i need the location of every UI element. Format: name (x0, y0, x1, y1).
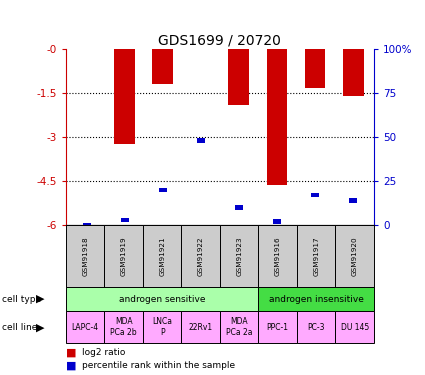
Bar (121, 217, 129, 222)
Bar (235, 205, 243, 210)
Text: cell line: cell line (2, 322, 37, 332)
Text: PPC-1: PPC-1 (267, 322, 289, 332)
Text: GSM91921: GSM91921 (159, 236, 165, 276)
Bar (66, 225, 105, 287)
Text: ■: ■ (66, 361, 76, 371)
Bar (105, 311, 143, 343)
Text: percentile rank within the sample: percentile rank within the sample (82, 362, 235, 370)
Text: MDA
PCa 2b: MDA PCa 2b (110, 318, 137, 337)
Text: 22Rv1: 22Rv1 (189, 322, 213, 332)
Text: GSM91922: GSM91922 (198, 236, 204, 276)
Text: ▶: ▶ (36, 322, 45, 332)
Bar (335, 311, 374, 343)
Text: cell type: cell type (2, 295, 41, 304)
Bar (349, 198, 357, 202)
Text: GSM91917: GSM91917 (313, 236, 319, 276)
Bar (159, 188, 167, 192)
Bar (66, 311, 105, 343)
Text: GSM91920: GSM91920 (352, 236, 358, 276)
Text: MDA
PCa 2a: MDA PCa 2a (226, 318, 252, 337)
Bar (82, 223, 91, 227)
Bar (343, 49, 363, 96)
Bar (114, 49, 135, 144)
Text: DU 145: DU 145 (340, 322, 369, 332)
Bar (273, 219, 281, 224)
Bar (311, 193, 319, 197)
Bar (197, 138, 205, 142)
Bar (258, 225, 297, 287)
Text: PC-3: PC-3 (307, 322, 325, 332)
Bar (181, 225, 220, 287)
Text: androgen insensitive: androgen insensitive (269, 295, 364, 304)
Bar (297, 311, 335, 343)
Bar (305, 49, 326, 88)
Text: GSM91916: GSM91916 (275, 236, 280, 276)
Title: GDS1699 / 20720: GDS1699 / 20720 (159, 34, 281, 48)
Bar (143, 311, 181, 343)
Bar (297, 225, 335, 287)
Text: LAPC-4: LAPC-4 (71, 322, 99, 332)
Bar (258, 311, 297, 343)
Text: GSM91923: GSM91923 (236, 236, 242, 276)
Text: androgen sensitive: androgen sensitive (119, 295, 205, 304)
Text: ▶: ▶ (36, 294, 45, 304)
Bar (181, 311, 220, 343)
Bar (66, 287, 258, 311)
Bar (220, 311, 258, 343)
Text: GSM91919: GSM91919 (121, 236, 127, 276)
Text: log2 ratio: log2 ratio (82, 348, 125, 357)
Bar (220, 225, 258, 287)
Bar (258, 287, 374, 311)
Bar (190, 49, 211, 50)
Bar (229, 49, 249, 105)
Bar (143, 225, 181, 287)
Bar (105, 225, 143, 287)
Bar (335, 225, 374, 287)
Text: LNCa
P: LNCa P (152, 318, 172, 337)
Bar (153, 49, 173, 84)
Text: ■: ■ (66, 348, 76, 358)
Text: GSM91918: GSM91918 (82, 236, 88, 276)
Bar (266, 49, 287, 185)
